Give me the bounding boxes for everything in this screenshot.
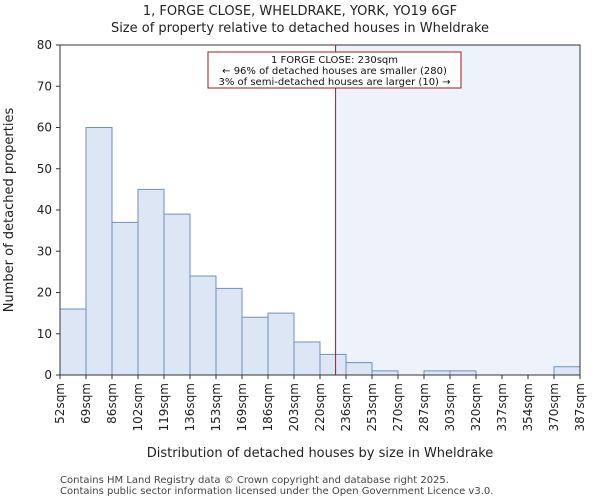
y-tick-label: 10 <box>37 327 52 341</box>
x-tick-label: 119sqm <box>157 383 171 431</box>
y-tick-label: 20 <box>37 286 52 300</box>
annotation-larger: 3% of semi-detached houses are larger (1… <box>218 77 450 88</box>
y-tick-label: 50 <box>37 162 52 176</box>
bar <box>189 275 217 376</box>
x-tick-label: 186sqm <box>261 383 275 431</box>
y-tick-label: 30 <box>37 244 52 258</box>
y-tick-label: 80 <box>37 38 52 52</box>
bar <box>215 287 243 376</box>
bar <box>163 213 191 376</box>
chart-title: 1, FORGE CLOSE, WHELDRAKE, YORK, YO19 6G… <box>143 4 457 19</box>
footer-copyright: Contains HM Land Registry data © Crown c… <box>60 475 449 486</box>
chart-subtitle: Size of property relative to detached ho… <box>111 21 489 36</box>
annotation-box <box>207 51 462 89</box>
bar <box>137 188 165 376</box>
plot-area: 0 10 20 30 40 50 60 70 80 52sqm 69sqm 86sqm 102sqm 11… <box>37 38 587 431</box>
x-tick-label: 303sqm <box>443 383 457 431</box>
y-tick-label: 60 <box>37 121 52 135</box>
x-tick-label: 253sqm <box>365 383 379 431</box>
x-tick-label: 236sqm <box>339 383 353 431</box>
bar <box>293 341 321 376</box>
x-tick-label: 86sqm <box>105 383 119 424</box>
x-tick-label: 387sqm <box>573 383 587 431</box>
annotation-smaller: ← 96% of detached houses are smaller (28… <box>222 66 447 77</box>
highlight-region <box>335 45 580 375</box>
x-tick-label: 69sqm <box>79 383 93 424</box>
x-tick-label: 203sqm <box>287 383 301 431</box>
x-tick-label: 102sqm <box>131 383 145 431</box>
x-tick-label: 169sqm <box>235 383 249 431</box>
bar <box>111 221 139 376</box>
bar <box>345 362 373 376</box>
x-tick-label: 220sqm <box>313 383 327 431</box>
bar <box>241 316 269 376</box>
bar <box>371 370 399 376</box>
annotation-title: 1 FORGE CLOSE: 230sqm <box>271 55 398 66</box>
x-axis-label: Distribution of detached houses by size … <box>147 446 494 461</box>
footer-licence: Contains public sector information licen… <box>60 486 493 497</box>
x-tick-label: 370sqm <box>547 383 561 431</box>
x-tick-label: 52sqm <box>53 383 67 424</box>
x-tick-label: 354sqm <box>521 383 535 431</box>
bar <box>423 370 451 376</box>
bar <box>59 308 87 376</box>
bar <box>267 312 295 376</box>
y-tick-label: 70 <box>37 79 52 93</box>
x-tick-label: 287sqm <box>417 383 431 431</box>
x-tick-label: 136sqm <box>183 383 197 431</box>
y-tick-label: 0 <box>44 368 52 382</box>
y-axis-label: Number of detached properties <box>2 108 17 313</box>
bar <box>449 370 477 376</box>
x-tick-label: 270sqm <box>391 383 405 431</box>
bar <box>553 366 581 376</box>
bar <box>319 353 347 376</box>
x-tick-label: 320sqm <box>469 383 483 431</box>
x-tick-label: 153sqm <box>209 383 223 431</box>
y-tick-label: 40 <box>37 203 52 217</box>
x-tick-label: 337sqm <box>495 383 509 431</box>
bar <box>85 127 113 376</box>
